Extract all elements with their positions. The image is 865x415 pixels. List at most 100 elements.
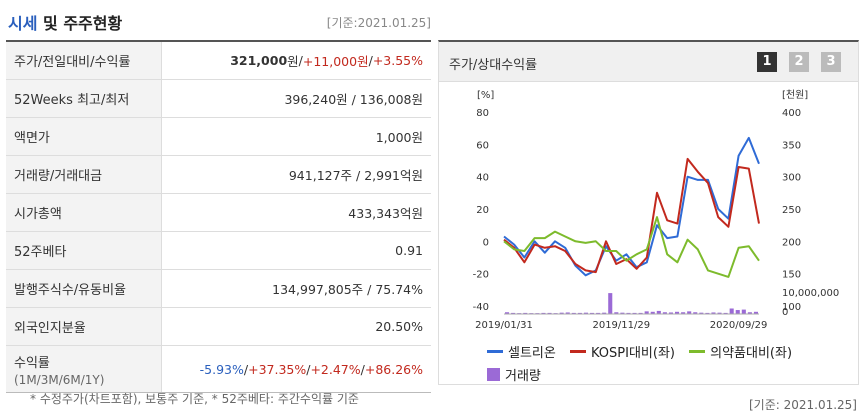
return-1m: -5.93% — [199, 361, 244, 377]
separator: / — [298, 53, 303, 68]
volume-bar — [741, 309, 746, 314]
table-row: 52주베타 0.91 — [6, 232, 431, 270]
right-tick-label: 250 — [782, 205, 801, 216]
chart-header: 주가/상대수익률 1 2 3 — [439, 42, 858, 82]
returns-sublabel: (1M/3M/6M/1Y) — [14, 372, 105, 387]
row-value: 0.91 — [395, 243, 423, 258]
row-value: 20.50% — [375, 319, 423, 334]
volume-bar — [687, 311, 692, 314]
legend-label: 거래량 — [505, 369, 541, 384]
price-value: 321,000 — [230, 53, 288, 68]
left-tick-label: 0 — [483, 237, 489, 248]
change-rate: +3.55% — [372, 53, 423, 68]
row-label: 외국인지분율 — [6, 308, 162, 345]
x-tick-label: 2019/01/31 — [475, 320, 533, 331]
row-label: 52Weeks 최고/최저 — [6, 80, 162, 117]
volume-bar — [723, 312, 728, 314]
row-label: 거래량/거래대금 — [6, 156, 162, 193]
row-value: 396,240원 / 136,008원 — [284, 92, 423, 107]
return-1y: +86.26% — [364, 361, 423, 377]
left-tick-label: -40 — [473, 302, 489, 313]
row-value: 134,997,805주 / 75.74% — [272, 282, 423, 297]
left-tick-label: 80 — [476, 108, 489, 119]
volume-bar — [590, 312, 595, 314]
left-tick-label: 60 — [476, 140, 489, 151]
price-return-chart: [%] [천원]806040200-20-40400350300250200150… — [473, 89, 840, 331]
row-label: 발행주식수/유동비율 — [6, 270, 162, 307]
volume-tick-label: 10,000,000 — [782, 288, 839, 299]
volume-bar — [571, 312, 576, 314]
legend-label: 의약품대비(좌) — [710, 346, 793, 361]
volume-bar — [729, 308, 734, 314]
volume-bar — [602, 312, 607, 314]
row-label: 액면가 — [6, 118, 162, 155]
volume-bar — [511, 312, 516, 314]
change-value: +11,000원 — [302, 54, 369, 69]
row-label: 수익률 (1M/3M/6M/1Y) — [6, 346, 162, 392]
page-button-2[interactable]: 2 — [789, 52, 809, 72]
legend-swatch — [487, 368, 500, 381]
right-tick-label: 150 — [782, 270, 801, 281]
legend-item: KOSPI대비(좌) — [569, 342, 675, 361]
page-button-3[interactable]: 3 — [821, 52, 841, 72]
volume-bar — [505, 312, 510, 314]
x-tick-label: 2020/09/29 — [710, 320, 768, 331]
row-value: 433,343억원 — [348, 206, 423, 221]
separator: / — [243, 361, 249, 377]
volume-bar — [626, 312, 631, 314]
return-6m: +2.47% — [310, 361, 361, 377]
legend-row: 셀트리온 KOSPI대비(좌) 의약품대비(좌) — [487, 342, 802, 361]
left-tick-label: 20 — [476, 205, 489, 216]
volume-bar — [608, 293, 613, 314]
legend-label: 셀트리온 — [508, 346, 556, 361]
series-line — [503, 157, 760, 274]
volume-bar — [705, 312, 710, 314]
volume-bar — [717, 312, 722, 314]
volume-bar — [668, 312, 673, 314]
legend-row: 거래량 — [487, 365, 802, 385]
volume-bar — [565, 312, 570, 314]
table-row: 시가총액 433,343억원 — [6, 194, 431, 232]
legend-swatch — [569, 350, 586, 353]
volume-bar — [547, 312, 552, 314]
volume-bar — [632, 312, 637, 314]
volume-bar — [541, 312, 546, 314]
volume-bar — [523, 312, 528, 314]
section-title: 시세 및 주주현황 — [8, 10, 122, 34]
chart-legend: 셀트리온 KOSPI대비(좌) 의약품대비(좌) 거래량 — [487, 342, 802, 385]
separator: / — [360, 361, 365, 377]
table-row: 거래량/거래대금 941,127주 / 2,991억원 — [6, 156, 431, 194]
row-label: 주가/전일대비/수익률 — [6, 42, 162, 79]
title-highlight: 시세 — [8, 14, 38, 33]
row-value: 1,000원 — [375, 130, 423, 145]
volume-bar — [656, 310, 661, 314]
separator: / — [368, 53, 373, 68]
legend-label: KOSPI대비(좌) — [590, 346, 675, 361]
volume-bar — [662, 312, 667, 314]
separator: / — [306, 361, 311, 377]
return-3m: +37.35% — [248, 361, 307, 377]
table-row: 발행주식수/유동비율 134,997,805주 / 75.74% — [6, 270, 431, 308]
legend-item: 의약품대비(좌) — [689, 342, 792, 361]
row-value: -5.93% / +37.35% / +2.47% / +86.26% — [162, 346, 431, 392]
volume-bar — [675, 311, 680, 314]
price-unit: 원 — [287, 54, 299, 69]
page-button-1[interactable]: 1 — [757, 52, 777, 72]
legend-swatch — [689, 350, 706, 353]
volume-bar — [644, 311, 649, 314]
title-rest: 및 주주현황 — [37, 14, 123, 33]
base-date: [기준:2021.01.25] — [326, 16, 431, 30]
section-header: 시세 및 주주현황 [기준:2021.01.25] — [6, 8, 431, 34]
volume-bar — [711, 312, 716, 314]
table-row: 수익률 (1M/3M/6M/1Y) -5.93% / +37.35% / +2.47% /… — [6, 346, 431, 392]
legend-item: 셀트리온 — [487, 342, 556, 361]
volume-bar — [735, 310, 740, 314]
volume-bar — [753, 311, 758, 314]
row-value: 321,000 원 / +11,000원 / +3.55% — [162, 42, 431, 79]
volume-bar — [638, 312, 643, 314]
legend-swatch — [487, 350, 503, 353]
volume-bar — [681, 312, 686, 314]
series-line — [503, 216, 760, 278]
volume-bar — [559, 312, 564, 314]
quote-table: 주가/전일대비/수익률 321,000 원 / +11,000원 / +3.55%… — [6, 40, 431, 393]
